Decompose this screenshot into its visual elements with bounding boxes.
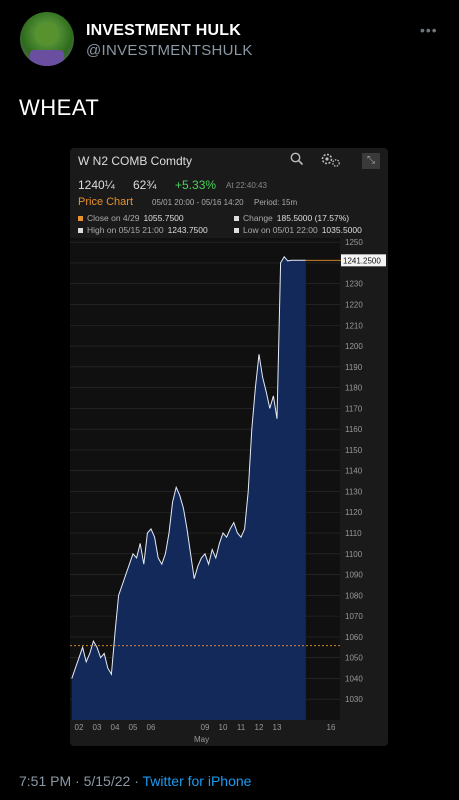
tweet-date[interactable]: 5/15/22 bbox=[83, 773, 131, 789]
x-tick-label: 04 bbox=[111, 723, 120, 732]
chart-label: Price Chart bbox=[78, 196, 134, 208]
y-tick-label: 1090 bbox=[345, 571, 363, 580]
y-tick-label: 1140 bbox=[345, 467, 363, 476]
last-price-tag-label: 1241.2500 bbox=[343, 256, 381, 265]
y-tick-label: 1120 bbox=[345, 508, 363, 517]
ellipsis-icon[interactable]: ••• bbox=[420, 22, 438, 38]
y-tick-label: 1200 bbox=[345, 342, 363, 351]
y-tick-label: 1070 bbox=[345, 612, 363, 621]
high-marker-icon bbox=[78, 228, 83, 234]
change-marker-icon bbox=[234, 216, 239, 222]
price-line[interactable] bbox=[71, 255, 306, 679]
net-change: 62¾ bbox=[133, 178, 157, 192]
y-tick-label: 1210 bbox=[345, 321, 363, 330]
x-tick-label: 12 bbox=[255, 723, 264, 732]
tweet-source-link[interactable]: Twitter for iPhone bbox=[142, 773, 252, 789]
pct-change: +5.33% bbox=[175, 178, 217, 192]
x-tick-label: 09 bbox=[201, 723, 210, 732]
y-tick-label: 1100 bbox=[345, 550, 363, 559]
tweet-footer: 7:51 PM · 5/15/22 · Twitter for iPhone bbox=[19, 773, 251, 789]
last-price-tag bbox=[341, 254, 386, 267]
y-tick-label: 1040 bbox=[345, 674, 363, 683]
date-range: 05/01 20:00 - 05/16 14:20 bbox=[152, 198, 244, 207]
quote-time: At 22:40:43 bbox=[226, 181, 267, 190]
x-tick-label: 11 bbox=[237, 723, 246, 732]
avatar[interactable] bbox=[20, 12, 74, 66]
y-tick-label: 1050 bbox=[345, 654, 363, 663]
y-tick-label: 1110 bbox=[345, 529, 362, 538]
x-tick-label: 06 bbox=[147, 723, 156, 732]
period: Period: 15m bbox=[254, 198, 298, 207]
x-tick-label: 16 bbox=[327, 723, 336, 732]
x-tick-label: 10 bbox=[219, 723, 228, 732]
y-tick-label: 1190 bbox=[345, 363, 363, 372]
separator: · bbox=[75, 773, 80, 789]
x-tick-label: 02 bbox=[75, 723, 84, 732]
search-icon[interactable] bbox=[290, 152, 304, 169]
tweet-image[interactable]: W N2 COMB Comdty ⤡ 1240¼ 62¾ +5.33% At 2… bbox=[70, 148, 388, 746]
tweet-text: WHEAT bbox=[19, 95, 100, 120]
x-tick-label: 13 bbox=[273, 723, 282, 732]
x-tick-label: 05 bbox=[129, 723, 138, 732]
price-chart[interactable]: 1030104010501060107010801090110011101120… bbox=[70, 238, 388, 732]
y-tick-label: 1250 bbox=[345, 238, 363, 247]
y-tick-label: 1130 bbox=[345, 487, 363, 496]
last-price: 1240¼ bbox=[78, 178, 115, 192]
y-tick-label: 1060 bbox=[345, 633, 363, 642]
y-tick-label: 1180 bbox=[345, 384, 363, 393]
high-stat: High on 05/15 21:00 1243.7500 bbox=[78, 225, 208, 235]
y-tick-label: 1170 bbox=[345, 404, 363, 413]
y-tick-label: 1230 bbox=[345, 280, 363, 289]
hulk-face-icon bbox=[35, 22, 59, 46]
y-tick-label: 1220 bbox=[345, 300, 363, 309]
expand-icon[interactable]: ⤡ bbox=[362, 153, 380, 169]
tweet-time[interactable]: 7:51 PM bbox=[19, 773, 72, 789]
change-stat: Change 185.5000 (17.57%) bbox=[234, 213, 349, 223]
close-stat: Close on 4/29 1055.7500 bbox=[78, 213, 184, 223]
x-tick-label: 03 bbox=[93, 723, 102, 732]
y-tick-label: 1080 bbox=[345, 591, 363, 600]
y-tick-label: 1150 bbox=[345, 446, 363, 455]
month-label: May bbox=[194, 735, 210, 744]
close-marker-icon bbox=[78, 216, 83, 222]
user-handle[interactable]: @INVESTMENTSHULK bbox=[86, 42, 253, 59]
hulk-shorts-icon bbox=[30, 50, 64, 66]
display-name[interactable]: INVESTMENT HULK bbox=[86, 22, 241, 39]
ticker-title: W N2 COMB Comdty bbox=[78, 154, 193, 168]
price-area bbox=[71, 256, 306, 720]
separator: · bbox=[134, 773, 139, 789]
y-tick-label: 1030 bbox=[345, 695, 363, 704]
y-tick-label: 1160 bbox=[345, 425, 363, 434]
low-marker-icon bbox=[234, 228, 239, 234]
gear-icon[interactable] bbox=[320, 152, 342, 171]
low-stat: Low on 05/01 22:00 1035.5000 bbox=[234, 225, 362, 235]
